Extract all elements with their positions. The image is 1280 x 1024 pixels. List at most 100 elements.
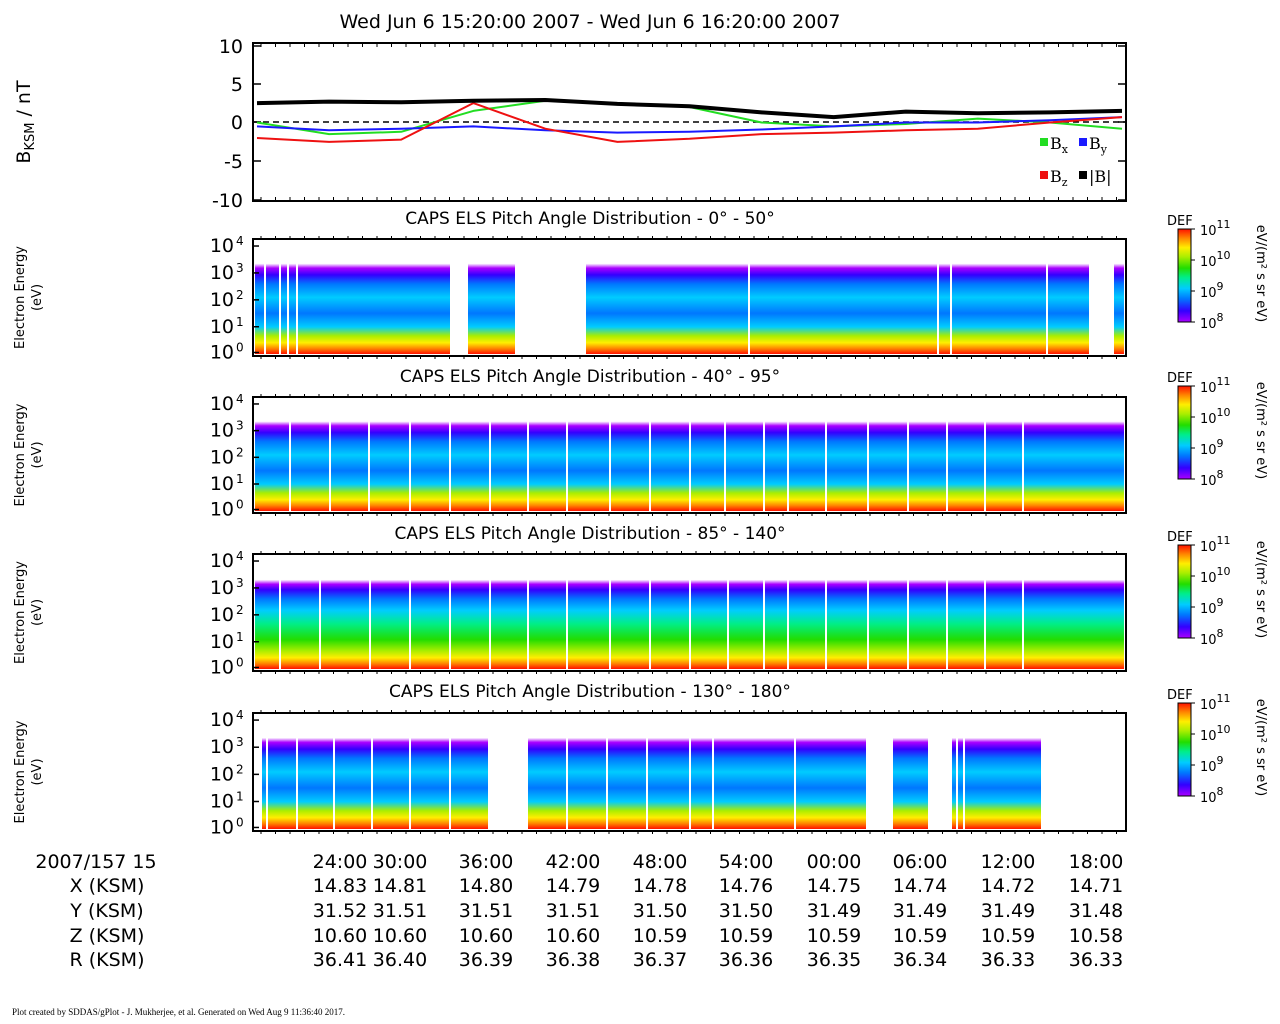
ephemeris-value: 14.74 xyxy=(893,875,947,897)
legend-swatch-by xyxy=(1079,138,1087,146)
energy-axis-label-line1: Electron Energy xyxy=(13,403,28,506)
energy-tick-base: 10 xyxy=(210,656,234,678)
data-gap xyxy=(1041,714,1126,830)
ephemeris-value: 10.60 xyxy=(459,925,513,947)
energy-tick-exp: 0 xyxy=(236,655,244,669)
energy-tick-exp: 3 xyxy=(236,576,244,590)
legend-by: By xyxy=(1089,134,1108,156)
energy-tick-label: 10 4 xyxy=(210,549,244,572)
colorbar-tick-base: 10 xyxy=(1200,381,1217,396)
ephemeris-value: 36.37 xyxy=(633,949,687,971)
energy-axis-label: Electron Energy (eV) xyxy=(13,403,45,506)
legend-bmag: |B| xyxy=(1089,167,1112,186)
energy-tick-exp: 3 xyxy=(236,261,244,275)
colorbar-tick-exp: 9 xyxy=(1217,437,1224,450)
colorbar-tick-base: 10 xyxy=(1200,317,1217,332)
colorbar xyxy=(1177,702,1192,797)
colorbar-tick-exp: 10 xyxy=(1217,565,1231,578)
energy-tick-base: 10 xyxy=(210,791,234,813)
legend-swatch-bx xyxy=(1040,138,1048,146)
energy-tick-base: 10 xyxy=(210,499,234,521)
plot-title: Wed Jun 6 15:20:00 2007 - Wed Jun 6 16:2… xyxy=(339,11,840,33)
energy-tick-base: 10 xyxy=(210,631,234,653)
energy-tick-label: 10 2 xyxy=(210,288,244,311)
colorbar-tick-base: 10 xyxy=(1200,443,1217,458)
legend-bx: Bx xyxy=(1050,134,1069,156)
energy-axis-label-line2: (eV) xyxy=(30,758,45,785)
energy-tick-exp: 1 xyxy=(236,315,244,329)
data-gap xyxy=(253,714,262,830)
spectrogram-panel-4: CAPS ELS Pitch Angle Distribution - 130°… xyxy=(13,682,1268,838)
colorbar-tick-label: 1010 xyxy=(1200,565,1231,586)
mag-legend: Bx By Bz |B| xyxy=(1040,134,1112,189)
spectrogram-panel-2: CAPS ELS Pitch Angle Distribution - 40° … xyxy=(13,367,1268,521)
energy-tick-exp: 1 xyxy=(236,630,244,644)
energy-tick-label: 10 1 xyxy=(210,315,244,338)
colorbar-tick-label: 1010 xyxy=(1200,723,1231,744)
energy-tick-base: 10 xyxy=(210,262,234,284)
ephemeris-value: 31.52 xyxy=(313,900,367,922)
energy-tick-exp: 2 xyxy=(236,445,244,459)
colorbar-tick-exp: 9 xyxy=(1217,754,1224,767)
colorbar xyxy=(1177,228,1192,323)
ephemeris-value: 14.78 xyxy=(633,875,687,897)
energy-axis-label: Electron Energy (eV) xyxy=(13,561,45,664)
series-line-magbmag xyxy=(256,98,1123,120)
spectrogram-data xyxy=(255,241,1124,354)
energy-axis-label-line1: Electron Energy xyxy=(13,561,28,664)
energy-tick-base: 10 xyxy=(210,604,234,626)
time-tick-label: 06:00 xyxy=(893,851,948,873)
data-gap xyxy=(866,714,893,830)
colorbar-tick-base: 10 xyxy=(1200,729,1217,744)
energy-tick-exp: 4 xyxy=(236,234,244,248)
energy-tick-label: 10 3 xyxy=(210,419,244,442)
ephemeris-value: 14.75 xyxy=(807,875,861,897)
colorbar-tick-exp: 8 xyxy=(1217,785,1224,798)
energy-tick-base: 10 xyxy=(210,763,234,785)
colorbar xyxy=(1177,385,1192,480)
colorbar-tick-exp: 11 xyxy=(1217,534,1231,547)
colorbar-tick-label: 108 xyxy=(1200,785,1224,806)
colorbar-tick-exp: 11 xyxy=(1217,692,1231,705)
colorbar-tick-exp: 11 xyxy=(1217,375,1231,388)
colorbar-tick-label: 1010 xyxy=(1200,249,1231,270)
energy-axis-label-line1: Electron Energy xyxy=(13,720,28,823)
energy-tick-label: 10 2 xyxy=(210,762,244,785)
time-tick-label: 36:00 xyxy=(459,851,514,873)
colorbar-tick-exp: 11 xyxy=(1217,218,1231,231)
colorbar-tick-base: 10 xyxy=(1200,286,1217,301)
ephemeris-value: 36.35 xyxy=(807,949,861,971)
colorbar-tick-base: 10 xyxy=(1200,571,1217,586)
ephemeris-row-label: X (KSM) xyxy=(70,875,145,897)
colorbar-title: DEF xyxy=(1167,688,1193,703)
colorbar-units: eV/(m² s sr eV) xyxy=(1253,541,1268,638)
ephemeris-value: 31.51 xyxy=(459,900,513,922)
legend-swatch-bz xyxy=(1040,171,1048,179)
energy-tick-label: 10 4 xyxy=(210,234,244,257)
colorbar-units: eV/(m² s sr eV) xyxy=(1253,382,1268,479)
energy-tick-exp: 1 xyxy=(236,472,244,486)
energy-tick-base: 10 xyxy=(210,473,234,495)
time-tick-label: 00:00 xyxy=(807,851,862,873)
energy-tick-base: 10 xyxy=(210,420,234,442)
time-tick-label: 24:00 xyxy=(313,851,368,873)
magnetic-field-panel: 10 5 0 -5 -10 BKSM / nT Bx By Bz |B| xyxy=(13,36,1127,212)
ephemeris-value: 36.41 xyxy=(313,949,367,971)
ephemeris-row-label: 2007/157 15 xyxy=(35,851,156,873)
ephemeris-value: 31.51 xyxy=(546,900,600,922)
data-gap xyxy=(450,240,468,355)
energy-tick-base: 10 xyxy=(210,550,234,572)
colorbar-tick-base: 10 xyxy=(1200,474,1217,489)
mag-series-group xyxy=(256,98,1123,143)
energy-tick-exp: 4 xyxy=(236,392,244,406)
energy-tick-label: 10 1 xyxy=(210,630,244,653)
energy-tick-exp: 0 xyxy=(236,340,244,354)
energy-tick-exp: 2 xyxy=(236,762,244,776)
energy-tick-label: 10 1 xyxy=(210,790,244,813)
legend-swatch-bmag xyxy=(1079,171,1087,179)
footer-credit: Plot created by SDDAS/gPlot - J. Mukherj… xyxy=(12,1007,345,1017)
ephemeris-value: 31.50 xyxy=(633,900,687,922)
ephemeris-value: 36.39 xyxy=(459,949,513,971)
energy-tick-base: 10 xyxy=(210,709,234,731)
